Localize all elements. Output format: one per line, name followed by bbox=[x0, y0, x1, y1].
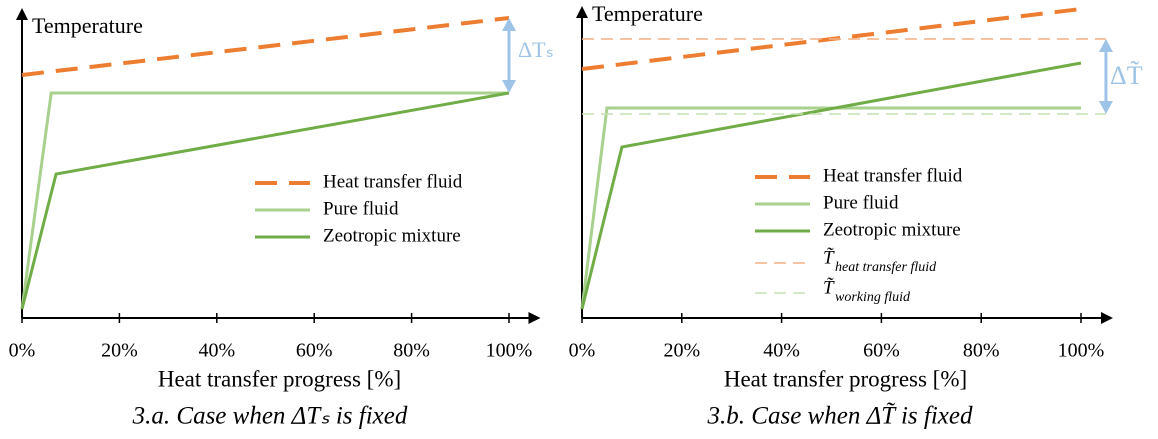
legend-label-subscript: working fluid bbox=[835, 290, 911, 305]
x-tick-label: 60% bbox=[296, 340, 333, 362]
legend-label: Zeotropic mixture bbox=[823, 219, 961, 240]
y-axis-arrow bbox=[576, 6, 588, 18]
x-tick-label: 80% bbox=[393, 340, 430, 362]
x-tick-label: 60% bbox=[863, 340, 900, 362]
legend-label: Heat transfer fluid bbox=[323, 171, 463, 192]
y-axis-title: Temperature bbox=[592, 1, 703, 26]
x-axis-title: Heat transfer progress [%] bbox=[158, 366, 401, 391]
y-axis-arrow bbox=[16, 8, 28, 20]
x-tick-label: 40% bbox=[198, 340, 235, 362]
caption: 3.a. Case when ΔTₛ is fixed bbox=[132, 403, 408, 430]
x-tick-label: 20% bbox=[101, 340, 138, 362]
series-line bbox=[580, 61, 1082, 310]
legend-label-subscript: heat transfer fluid bbox=[835, 260, 937, 275]
x-tick-label: 40% bbox=[763, 340, 800, 362]
caption: 3.b. Case when ΔT̃ is fixed bbox=[707, 403, 973, 430]
x-axis-arrow bbox=[1100, 312, 1113, 324]
legend-label: T̃ bbox=[823, 247, 835, 268]
y-axis-title: Temperature bbox=[32, 13, 143, 38]
legend-label: Zeotropic mixture bbox=[323, 225, 461, 246]
x-tick-label: 20% bbox=[663, 340, 700, 362]
series-line bbox=[20, 91, 510, 310]
series-line bbox=[580, 106, 1081, 310]
x-tick-label: 80% bbox=[963, 340, 1000, 362]
x-tick-label: 0% bbox=[9, 340, 36, 362]
legend-label: Pure fluid bbox=[323, 198, 399, 219]
x-tick-label: 100% bbox=[1058, 340, 1105, 362]
series-line bbox=[20, 91, 509, 310]
delta-label: ΔTₛ bbox=[518, 37, 554, 62]
legend-label: Heat transfer fluid bbox=[823, 165, 963, 186]
delta-label: ΔT̃ bbox=[1110, 61, 1143, 90]
legend-label: Pure fluid bbox=[823, 192, 899, 213]
legend-label: T̃ bbox=[823, 277, 835, 298]
x-tick-label: 100% bbox=[486, 340, 533, 362]
x-axis-title: Heat transfer progress [%] bbox=[724, 366, 967, 391]
x-axis-arrow bbox=[528, 312, 541, 324]
series-line bbox=[21, 16, 510, 77]
x-tick-label: 0% bbox=[569, 340, 596, 362]
